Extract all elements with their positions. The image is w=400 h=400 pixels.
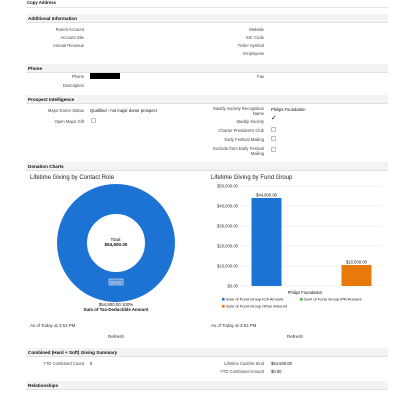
combined-summary-header[interactable]: Combined (Hard + Soft) Giving Summary	[26, 348, 388, 357]
fund-group-chart-title: Lifetime Giving by Fund Group	[211, 175, 293, 181]
legend-swatch-other	[222, 305, 225, 308]
prospect-header[interactable]: Prospect Intelligence	[26, 95, 388, 104]
y-tick-label: $20,000.00	[217, 243, 239, 248]
annual-revenue-label: Annual Revenue	[53, 43, 84, 48]
parent-account-label: Parent Account	[55, 27, 84, 32]
lifetime-cash-label: Lifetime Cash/in-Kind	[224, 361, 264, 366]
early-festival-mailing-label: Early Festival Mailing	[224, 137, 264, 142]
section-title: Donation Charts	[28, 164, 64, 169]
contact-role-refresh-button[interactable]: Refresh	[108, 334, 125, 339]
y-tick-label: $40,000.00	[217, 203, 239, 208]
copy-address-button[interactable]: Copy Address	[27, 0, 56, 5]
legend-ipr[interactable]: Sum of Fund Group IPR Amount	[304, 297, 362, 302]
early-festival-mailing-checkbox[interactable]	[271, 136, 276, 141]
donut-center-value: $54,500.00	[105, 242, 128, 247]
y-tick-label: $0.00	[228, 283, 239, 288]
donut-legend-caption: Sum of Tax-Deductible Amount	[84, 307, 149, 312]
legend-ica[interactable]: Sum of Fund Group ICA Amount	[226, 297, 284, 302]
bar-2[interactable]	[341, 265, 372, 286]
phone-value-redacted	[90, 73, 120, 79]
open-major-gift-label: Open Major Gift	[54, 119, 84, 124]
maddy-society-label: Maddy Society	[236, 119, 264, 124]
donation-charts-header[interactable]: Donation Charts	[26, 162, 388, 171]
section-title: Phone	[28, 66, 43, 71]
relationships-header[interactable]: Relationships	[26, 381, 388, 390]
ytd-count-label: YTD Combined Count	[43, 361, 84, 366]
fax-label: Fax	[257, 74, 264, 79]
exclude-early-festival-checkbox[interactable]	[271, 147, 276, 152]
description-label: Description	[63, 83, 84, 88]
sic-code-label: SIC Code	[245, 35, 264, 40]
ytd-amount-label: YTD Combined Amount	[220, 369, 264, 374]
donut-center-label: Total:	[111, 237, 122, 242]
website-label: Website	[248, 27, 264, 32]
ytd-count-value: 0	[90, 361, 93, 366]
major-donor-status-label: Major Donor Status	[47, 108, 84, 113]
section-title: Combined (Hard + Soft) Giving Summary	[28, 350, 118, 355]
contact-role-donut-chart: Total: $54,500.00 Donor $54,500.00 100% …	[57, 184, 175, 312]
ytd-amount-value: $0.00	[271, 369, 282, 374]
charter-presidents-club-checkbox[interactable]	[271, 127, 276, 132]
contact-role-chart-title: Lifetime Giving by Contact Role	[30, 175, 115, 181]
donut-slice-label: Donor	[111, 280, 123, 285]
bar-0[interactable]	[251, 198, 282, 286]
y-tick-label: $30,000.00	[217, 223, 239, 228]
donut-slice-donor[interactable]	[57, 184, 175, 302]
legend-swatch-ica	[222, 298, 225, 301]
divider	[26, 7, 388, 8]
bar-value-label: $44,000.00	[256, 193, 278, 198]
ticker-symbol-label: Ticker Symbol	[237, 43, 264, 48]
fund-group-refresh-button[interactable]: Refresh	[287, 334, 304, 339]
recognition-name-value: Philips Foundation	[271, 107, 306, 112]
y-tick-label: $50,000.00	[217, 183, 239, 188]
section-title: Relationships	[28, 383, 59, 388]
bar-value-label: $10,500.00	[346, 260, 368, 265]
fund-group-bar-chart: $50,000.00 $40,000.00 $30,000.00 $20,000.00…	[217, 183, 383, 309]
charter-presidents-club-label: Charter President's Club	[218, 128, 265, 133]
fund-group-as-of: As of Today at 3:53 PM	[211, 323, 257, 328]
additional-info-header[interactable]: Additional Information	[26, 14, 388, 23]
section-title: Prospect Intelligence	[28, 97, 75, 102]
maddy-society-checkmark-icon: ✓	[271, 115, 277, 122]
exclude-early-festival-label: Exclude from Early Festival Mailing	[213, 146, 264, 156]
y-tick-label: $10,000.00	[217, 263, 239, 268]
legend-swatch-ipr	[300, 298, 303, 301]
open-major-gift-checkbox[interactable]	[91, 118, 96, 123]
donut-value-label: $54,500.00 100%	[99, 302, 134, 307]
phone-header[interactable]: Phone	[26, 64, 388, 73]
account-site-label: Account Site	[60, 35, 84, 40]
recognition-name-label: Maddy Society Recognition Name	[213, 106, 264, 116]
section-title: Additional Information	[28, 16, 77, 21]
phone-label: Phone	[71, 74, 84, 79]
employees-label: Employees	[243, 51, 264, 56]
bar-category-label: Philips Foundation	[288, 290, 323, 295]
major-donor-status-value: Qualified - not major donor prospect	[90, 108, 157, 113]
contact-role-as-of: As of Today at 3:53 PM	[30, 323, 76, 328]
donut-slice-label-box	[108, 278, 124, 286]
lifetime-cash-value: $54,500.00	[271, 361, 292, 366]
legend-other[interactable]: Sum of Fund Group Other Amount	[226, 304, 288, 309]
bar-chart-marks: $44,000.00 $10,500.00	[251, 193, 372, 286]
